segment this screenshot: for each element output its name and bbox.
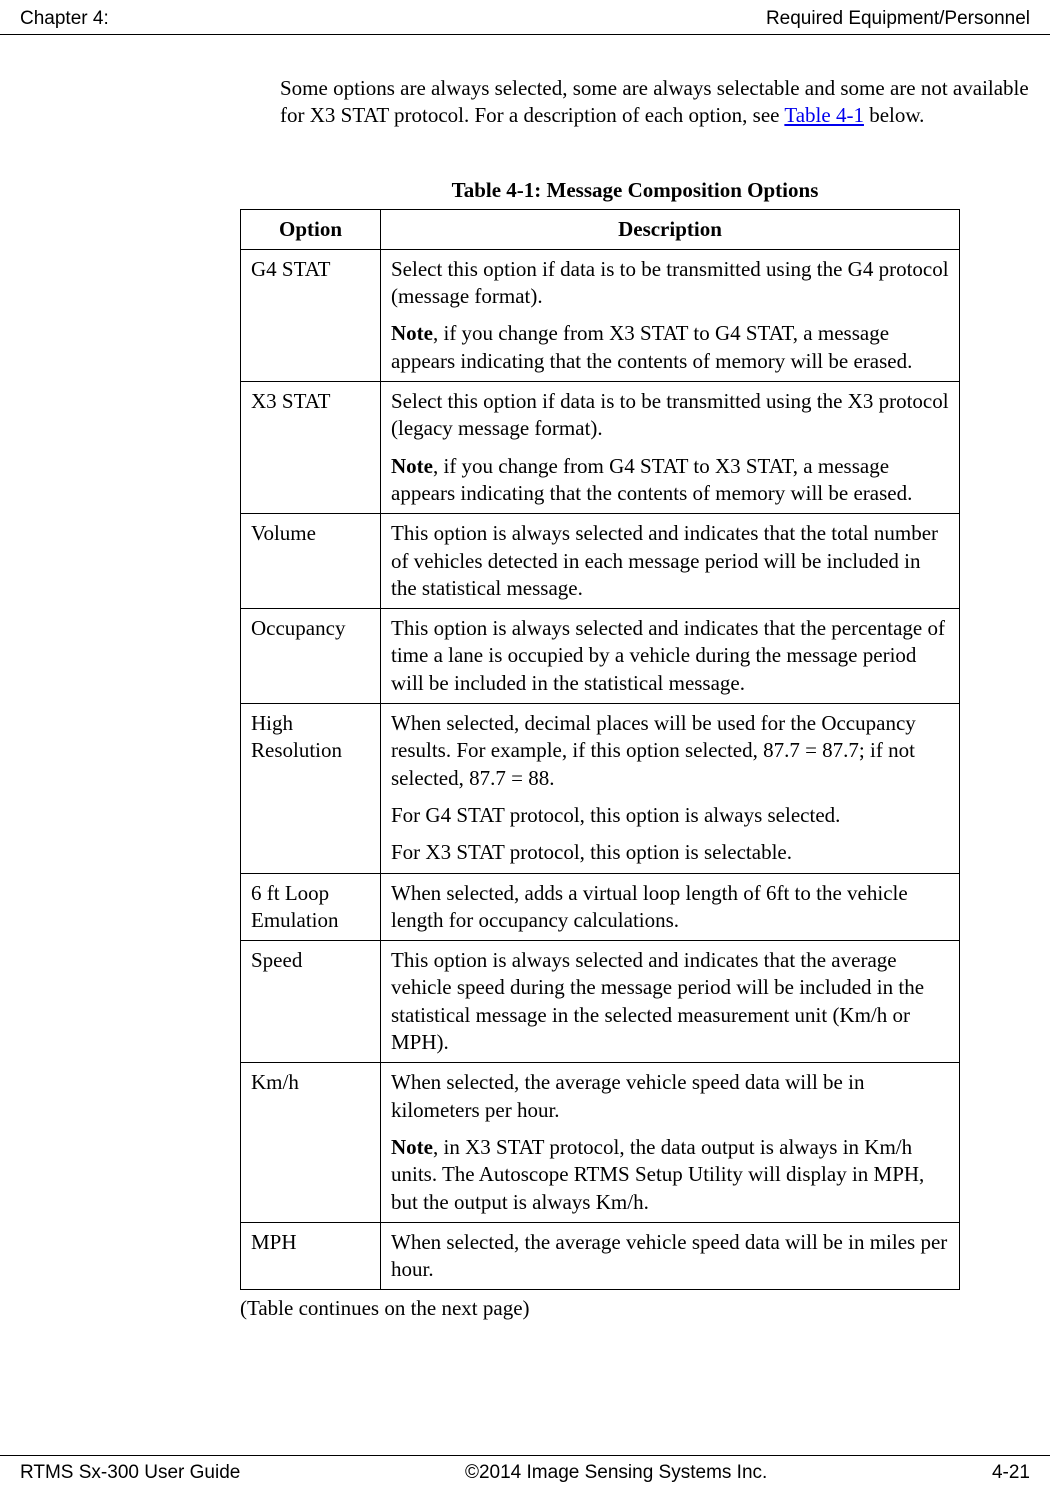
description-note: Note, if you change from X3 STAT to G4 S… [391,320,949,375]
option-cell: 6 ft Loop Emulation [241,873,381,941]
table-row: Km/hWhen selected, the average vehicle s… [241,1063,960,1222]
description-paragraph: This option is always selected and indic… [391,947,949,1056]
option-cell: High Resolution [241,704,381,873]
table-row: MPHWhen selected, the average vehicle sp… [241,1222,960,1290]
footer-copyright: ©2014 Image Sensing Systems Inc. [465,1462,767,1484]
page-content: Some options are always selected, some a… [0,35,1050,1321]
description-cell: When selected, adds a virtual loop lengt… [381,873,960,941]
table-row: G4 STATSelect this option if data is to … [241,249,960,381]
column-header-description: Description [381,209,960,249]
header-chapter: Chapter 4: [20,8,109,30]
option-cell: Volume [241,514,381,609]
option-cell: G4 STAT [241,249,381,381]
table-header-row: Option Description [241,209,960,249]
description-cell: This option is always selected and indic… [381,514,960,609]
table-reference-link[interactable]: Table 4-1 [784,103,864,127]
footer-guide-title: RTMS Sx-300 User Guide [20,1462,240,1484]
options-table: Option Description G4 STATSelect this op… [240,209,960,1291]
note-label: Note [391,1135,433,1159]
description-cell: This option is always selected and indic… [381,609,960,704]
description-cell: When selected, the average vehicle speed… [381,1063,960,1222]
description-paragraph: This option is always selected and indic… [391,615,949,697]
table-row: 6 ft Loop EmulationWhen selected, adds a… [241,873,960,941]
table-row: OccupancyThis option is always selected … [241,609,960,704]
table-row: SpeedThis option is always selected and … [241,941,960,1063]
option-cell: Km/h [241,1063,381,1222]
description-cell: This option is always selected and indic… [381,941,960,1063]
option-cell: X3 STAT [241,382,381,514]
column-header-option: Option [241,209,381,249]
description-paragraph: Select this option if data is to be tran… [391,256,949,311]
option-cell: MPH [241,1222,381,1290]
note-text: , if you change from X3 STAT to G4 STAT,… [391,321,912,372]
description-cell: Select this option if data is to be tran… [381,249,960,381]
description-note: Note, if you change from G4 STAT to X3 S… [391,453,949,508]
table-continuation-note: (Table continues on the next page) [240,1296,1030,1321]
description-paragraph: When selected, adds a virtual loop lengt… [391,880,949,935]
table-row: VolumeThis option is always selected and… [241,514,960,609]
footer-page-number: 4-21 [992,1462,1030,1484]
intro-paragraph: Some options are always selected, some a… [280,75,1030,130]
description-note: Note, in X3 STAT protocol, the data outp… [391,1134,949,1216]
table-row: High ResolutionWhen selected, decimal pl… [241,704,960,873]
description-paragraph: For X3 STAT protocol, this option is sel… [391,839,949,866]
note-text: , if you change from G4 STAT to X3 STAT,… [391,454,912,505]
note-text: , in X3 STAT protocol, the data output i… [391,1135,924,1214]
description-cell: When selected, the average vehicle speed… [381,1222,960,1290]
description-paragraph: When selected, the average vehicle speed… [391,1069,949,1124]
page-footer: RTMS Sx-300 User Guide ©2014 Image Sensi… [0,1455,1050,1484]
table-caption: Table 4-1: Message Composition Options [240,178,1030,203]
description-cell: When selected, decimal places will be us… [381,704,960,873]
description-paragraph: Select this option if data is to be tran… [391,388,949,443]
table-row: X3 STATSelect this option if data is to … [241,382,960,514]
description-paragraph: When selected, the average vehicle speed… [391,1229,949,1284]
description-paragraph: When selected, decimal places will be us… [391,710,949,792]
description-paragraph: This option is always selected and indic… [391,520,949,602]
header-section: Required Equipment/Personnel [766,8,1030,30]
page-header: Chapter 4: Required Equipment/Personnel [0,0,1050,35]
note-label: Note [391,454,433,478]
note-label: Note [391,321,433,345]
description-cell: Select this option if data is to be tran… [381,382,960,514]
option-cell: Speed [241,941,381,1063]
option-cell: Occupancy [241,609,381,704]
description-paragraph: For G4 STAT protocol, this option is alw… [391,802,949,829]
intro-text-after: below. [864,103,924,127]
